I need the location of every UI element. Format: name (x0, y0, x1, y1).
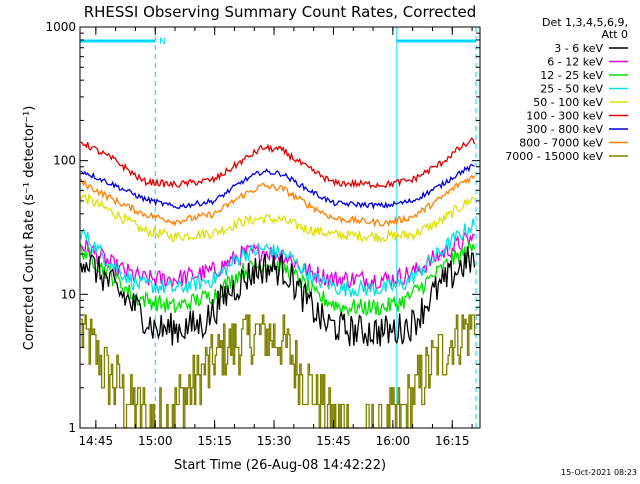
legend-label-3-6-keV: 3 - 6 keV (554, 42, 603, 55)
legend-label-25-50-keV: 25 - 50 keV (540, 83, 603, 96)
legend-header-detectors: Det 1,3,4,5,6,9, (542, 16, 628, 29)
footer-date: 15-Oct-2021 08:23 (561, 468, 637, 477)
plot-area: N 1 10 100 1000 14:45 15:00 15:15 15:30 15:45 16:0… (45, 20, 481, 448)
legend-label-6-12-keV: 6 - 12 keV (547, 56, 603, 69)
y-tick-label-3: 1000 (45, 20, 76, 34)
y-tick-label-1: 10 (61, 287, 76, 301)
x-tick-label-2: 15:15 (197, 434, 232, 448)
y-tick-label-2: 100 (53, 154, 76, 168)
plot-frame (79, 26, 481, 429)
legend-label-100-300-keV: 100 - 300 keV (526, 110, 603, 123)
legend-header-attenuator: Att 0 (602, 28, 628, 41)
y-axis-label: Corrected Count Rate (s⁻¹ detector⁻¹) (22, 106, 37, 351)
x-tick-label-4: 15:45 (316, 434, 351, 448)
legend-label-12-25-keV: 12 - 25 keV (540, 69, 603, 82)
series-line-3-6-keV (80, 246, 476, 347)
series-line-25-50-keV (80, 218, 476, 297)
y-tick-label-0: 1 (68, 421, 76, 435)
series-line-800-7000-keV (80, 174, 476, 228)
legend-label-300-800-keV: 300 - 800 keV (526, 123, 603, 136)
x-tick-label-5: 16:00 (376, 434, 411, 448)
x-tick-label-0: 14:45 (79, 434, 114, 448)
legend-label-7000-15000-keV: 7000 - 15000 keV (505, 150, 603, 163)
legend-label-800-7000-keV: 800 - 7000 keV (519, 137, 603, 150)
series-line-6-12-keV (80, 231, 475, 290)
x-tick-label-1: 15:00 (138, 434, 173, 448)
x-tick-label-6: 16:15 (435, 434, 470, 448)
x-tick-label-3: 15:30 (257, 434, 292, 448)
series-line-300-800-keV (80, 163, 475, 210)
legend-label-50-100-keV: 50 - 100 keV (533, 96, 603, 109)
x-axis-label: Start Time (26-Aug-08 14:42:22) (174, 458, 386, 473)
series-line-100-300-keV (80, 137, 476, 189)
series-line-12-25-keV (80, 240, 476, 317)
chart-title: RHESSI Observing Summary Count Rates, Co… (84, 3, 477, 21)
series-line-50-100-keV (80, 192, 476, 244)
night-bar-label: N (159, 37, 166, 47)
